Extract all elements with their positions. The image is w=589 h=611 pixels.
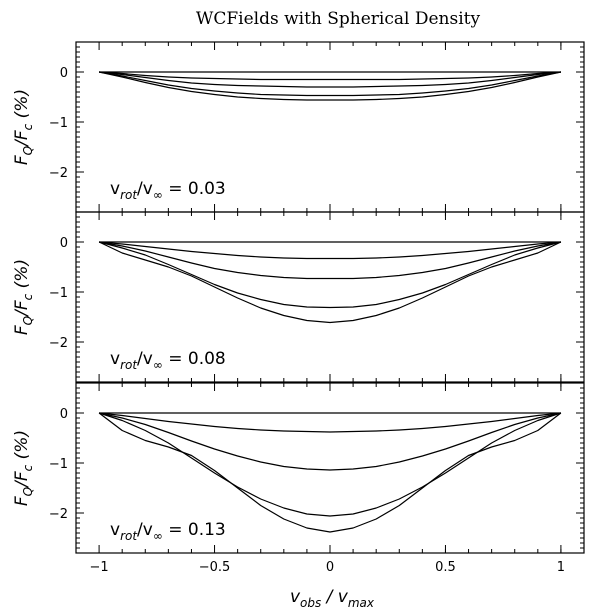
panel-annotation: vrot/v∞ = 0.13: [110, 520, 226, 543]
x-tick-label: 0: [326, 560, 334, 575]
annotation-sub-rot: rot: [120, 529, 138, 543]
x-axis-label-sub2: max: [348, 596, 375, 610]
chart-title: WCFields with Spherical Density: [196, 9, 481, 29]
y-axis-label: FQ/Fc (%): [12, 430, 35, 506]
annotation-slash: /: [137, 179, 143, 199]
ylabel-slash: /: [12, 138, 32, 148]
annotation-v: v: [110, 179, 120, 199]
series-line-3: [98, 412, 562, 471]
y-axis-label: FQ/Fc (%): [12, 89, 35, 165]
ylabel-f2: F: [12, 130, 32, 140]
annotation-sub-rot: rot: [120, 358, 138, 372]
ylabel-unit: (%): [12, 89, 32, 124]
panel-annotation: vrot/v∞ = 0.08: [110, 349, 226, 372]
annotation-value: = 0.03: [163, 179, 226, 199]
series-line-4: [98, 71, 562, 97]
series-line-2: [99, 71, 561, 81]
y-axis-label: FQ/Fc (%): [12, 259, 35, 335]
series-line-4: [98, 412, 562, 517]
series-line-3: [99, 71, 561, 88]
series-line-5: [98, 241, 562, 324]
ylabel-sub-c: c: [21, 464, 35, 471]
x-tick-label: −1: [90, 560, 109, 575]
annotation-v2: v: [143, 520, 153, 540]
y-tick-label: 0: [60, 236, 68, 251]
ylabel-sub-c: c: [21, 123, 35, 130]
y-tick-label: −2: [49, 166, 68, 181]
annotation-v2: v: [143, 179, 153, 199]
x-axis-label: vobs / vmax: [290, 587, 375, 610]
panel-annotation: vrot/v∞ = 0.03: [110, 179, 226, 202]
series-line-2: [99, 412, 561, 433]
ylabel-sub-c: c: [21, 293, 35, 300]
annotation-sub-inf: ∞: [153, 529, 163, 543]
series-line-5: [98, 412, 562, 533]
annotation-slash: /: [137, 520, 143, 540]
x-axis-label-sep: /: [321, 587, 338, 607]
y-tick-label: −1: [49, 286, 68, 301]
series-line-3: [98, 241, 562, 280]
x-axis-label-main2: v: [338, 587, 349, 607]
y-tick-label: −2: [49, 336, 68, 351]
annotation-value: = 0.13: [163, 520, 226, 540]
y-tick-label: −1: [49, 457, 68, 472]
y-tick-label: 0: [60, 66, 68, 81]
x-tick-label: 1: [557, 560, 565, 575]
y-tick-label: −1: [49, 116, 68, 131]
series-line-4: [98, 241, 562, 309]
annotation-v: v: [110, 520, 120, 540]
ylabel-sub-q: Q: [21, 146, 35, 155]
annotation-slash: /: [137, 349, 143, 369]
annotation-sub-rot: rot: [120, 188, 138, 202]
x-axis-label-main: v: [290, 587, 301, 607]
annotation-sub-inf: ∞: [153, 358, 163, 372]
ylabel-f2: F: [12, 471, 32, 481]
ylabel-f: F: [12, 325, 32, 335]
ylabel-unit: (%): [12, 430, 32, 465]
annotation-sub-inf: ∞: [153, 188, 163, 202]
ylabel-slash: /: [12, 308, 32, 318]
annotation-v: v: [110, 349, 120, 369]
ylabel-f2: F: [12, 300, 32, 310]
y-tick-label: −2: [49, 507, 68, 522]
ylabel-unit: (%): [12, 259, 32, 294]
ylabel-sub-q: Q: [21, 316, 35, 325]
ylabel-f: F: [12, 496, 32, 506]
x-tick-label: 0.5: [435, 560, 456, 575]
x-axis-label-sub: obs: [300, 596, 321, 610]
ylabel-sub-q: Q: [21, 487, 35, 496]
ylabel-slash: /: [12, 479, 32, 489]
x-tick-label: −0.5: [199, 560, 231, 575]
y-tick-label: 0: [60, 407, 68, 422]
series-line-5: [98, 71, 562, 101]
annotation-value: = 0.08: [163, 349, 226, 369]
ylabel-f: F: [12, 155, 32, 165]
series-line-2: [99, 241, 561, 260]
annotation-v2: v: [143, 349, 153, 369]
